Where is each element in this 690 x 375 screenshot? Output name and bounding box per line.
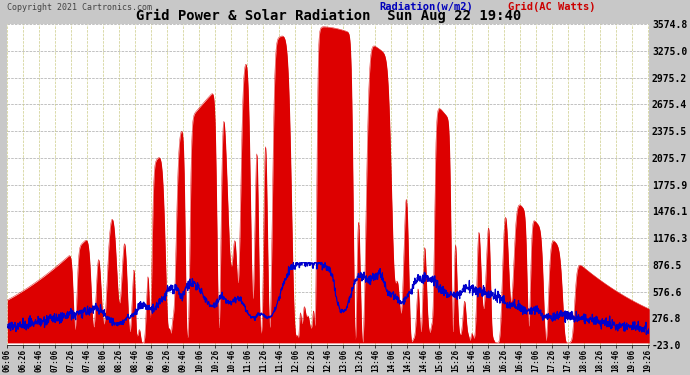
Title: Grid Power & Solar Radiation  Sun Aug 22 19:40: Grid Power & Solar Radiation Sun Aug 22 … <box>136 9 521 23</box>
Text: Grid(AC Watts): Grid(AC Watts) <box>508 2 595 12</box>
Text: Radiation(w/m2): Radiation(w/m2) <box>380 2 473 12</box>
Text: Copyright 2021 Cartronics.com: Copyright 2021 Cartronics.com <box>8 3 152 12</box>
